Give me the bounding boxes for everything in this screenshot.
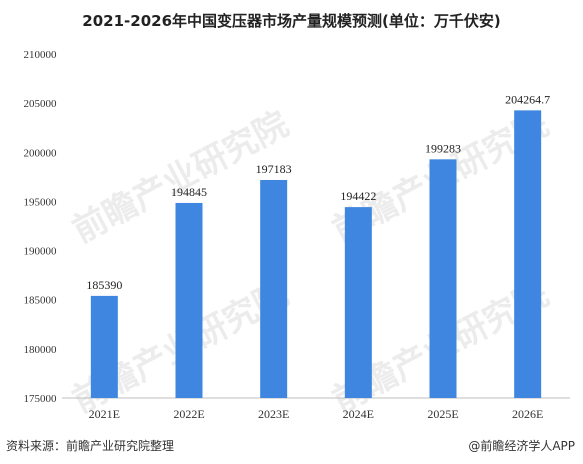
y-tick-label: 195000	[24, 196, 58, 208]
bar-2023E	[260, 179, 288, 398]
bar-2025E	[429, 159, 457, 398]
credit-note: @前瞻经济学人APP	[468, 439, 575, 453]
data-label-2025E: 199283	[425, 141, 461, 155]
y-tick-label: 210000	[24, 49, 58, 61]
bar-2024E	[344, 207, 372, 398]
source-note: 资料来源：前瞻产业研究院整理	[6, 439, 175, 453]
chart-title: 2021-2026年中国变压器市场产量规模预测(单位：万千伏安)	[82, 12, 501, 30]
bar-2026E	[514, 110, 542, 398]
data-label-2023E: 197183	[256, 162, 292, 176]
data-label-2021E: 185390	[86, 278, 122, 292]
x-tick-label-2021E: 2021E	[89, 407, 120, 421]
data-label-2024E: 194422	[340, 189, 376, 203]
x-tick-label-2023E: 2023E	[258, 407, 289, 421]
y-tick-label: 175000	[24, 393, 58, 405]
bar-2021E	[90, 295, 118, 398]
y-axis-tick-labels: 175000 180000 185000 190000 195000 200000 2050…	[24, 49, 58, 405]
y-tick-label: 190000	[24, 246, 58, 258]
bar-2022E	[175, 202, 203, 398]
x-tick-label-2026E: 2026E	[512, 407, 543, 421]
data-label-2022E: 194845	[171, 185, 207, 199]
data-labels: 185390 194845 197183 194422 199283 204264.7	[86, 92, 550, 292]
bars	[90, 110, 542, 398]
data-label-2026E: 204264.7	[505, 92, 550, 106]
x-axis-tick-labels: 2021E 2022E 2023E 2024E 2025E 2026E	[89, 407, 544, 421]
y-tick-label: 185000	[24, 295, 58, 307]
x-tick-label-2025E: 2025E	[427, 407, 458, 421]
x-tick-label-2024E: 2024E	[343, 407, 374, 421]
y-tick-label: 200000	[24, 147, 58, 159]
y-tick-label: 180000	[24, 344, 58, 356]
y-tick-label: 205000	[24, 98, 58, 110]
x-tick-label-2022E: 2022E	[173, 407, 204, 421]
